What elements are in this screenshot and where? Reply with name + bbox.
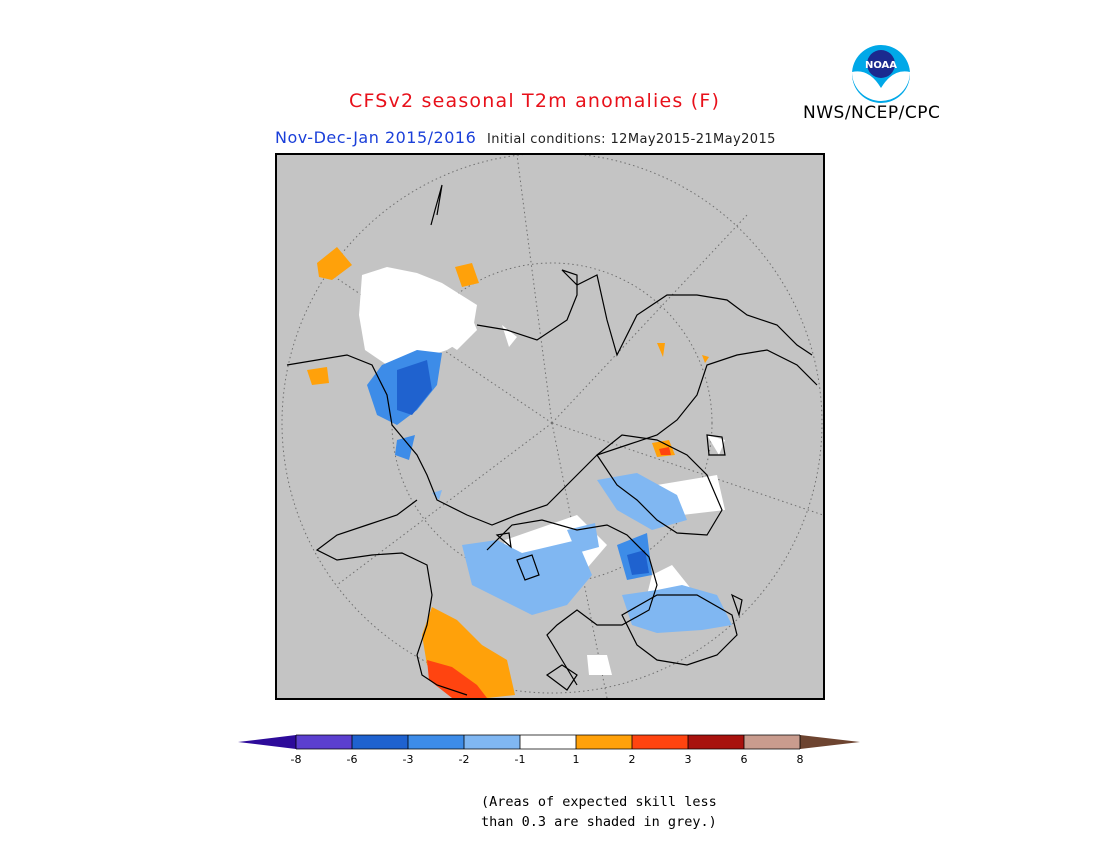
graticule-meridian: [516, 155, 553, 424]
colorbar-segment: [800, 735, 860, 749]
colorbar-segment: [464, 735, 520, 749]
coastlines: [286, 184, 818, 696]
colorbar-segment: [408, 735, 464, 749]
colorbar-segment: [238, 735, 296, 749]
colorbar-segment: [296, 735, 352, 749]
colorbar-segment: [352, 735, 408, 749]
polar-map-svg: [281, 155, 823, 698]
noaa-logo-text: NOAA: [865, 60, 897, 71]
polar-map: [275, 153, 825, 700]
colorbar-segment: [576, 735, 632, 749]
map-title: CFSv2 seasonal T2m anomalies (F): [349, 90, 721, 112]
graticule-outer-circle: [281, 155, 823, 694]
initial-conditions-label: Initial conditions: 12May2015-21May2015: [487, 132, 776, 147]
colorbar-tick-label: 6: [740, 753, 748, 766]
anomaly-dark-blue: [397, 360, 649, 575]
colorbar-tick-label: -2: [458, 753, 470, 766]
footnote-line: than 0.3 are shaded in grey.): [481, 814, 717, 830]
graticule-meridian: [551, 214, 748, 424]
graticule-mid-circle: [391, 262, 713, 584]
colorbar-tick-label: -3: [402, 753, 414, 766]
colorbar-tick-label: 1: [572, 753, 580, 766]
colorbar-tick-label: 8: [796, 753, 804, 766]
colorbar-tick-label: -8: [290, 753, 302, 766]
color-scale-bar: [238, 734, 860, 750]
colorbar-segment: [744, 735, 800, 749]
footnote-line: (Areas of expected skill less: [481, 794, 717, 810]
colorbar-segment: [520, 735, 576, 749]
anomaly-red: [427, 447, 671, 698]
colorbar-segment: [632, 735, 688, 749]
noaa-logo-icon: NOAA: [850, 43, 912, 105]
colorbar-tick-label: 2: [628, 753, 636, 766]
colorbar-segment: [688, 735, 744, 749]
colorbar-tick-label: -1: [514, 753, 526, 766]
graticule: [281, 155, 823, 698]
season-label: Nov-Dec-Jan 2015/2016: [275, 128, 477, 147]
colorbar-tick-label: 3: [684, 753, 692, 766]
agency-label: NWS/NCEP/CPC: [803, 103, 941, 123]
colorbar-tick-label: -6: [346, 753, 358, 766]
skill-footnote: (Areas of expected skill less than 0.3 a…: [481, 792, 717, 832]
